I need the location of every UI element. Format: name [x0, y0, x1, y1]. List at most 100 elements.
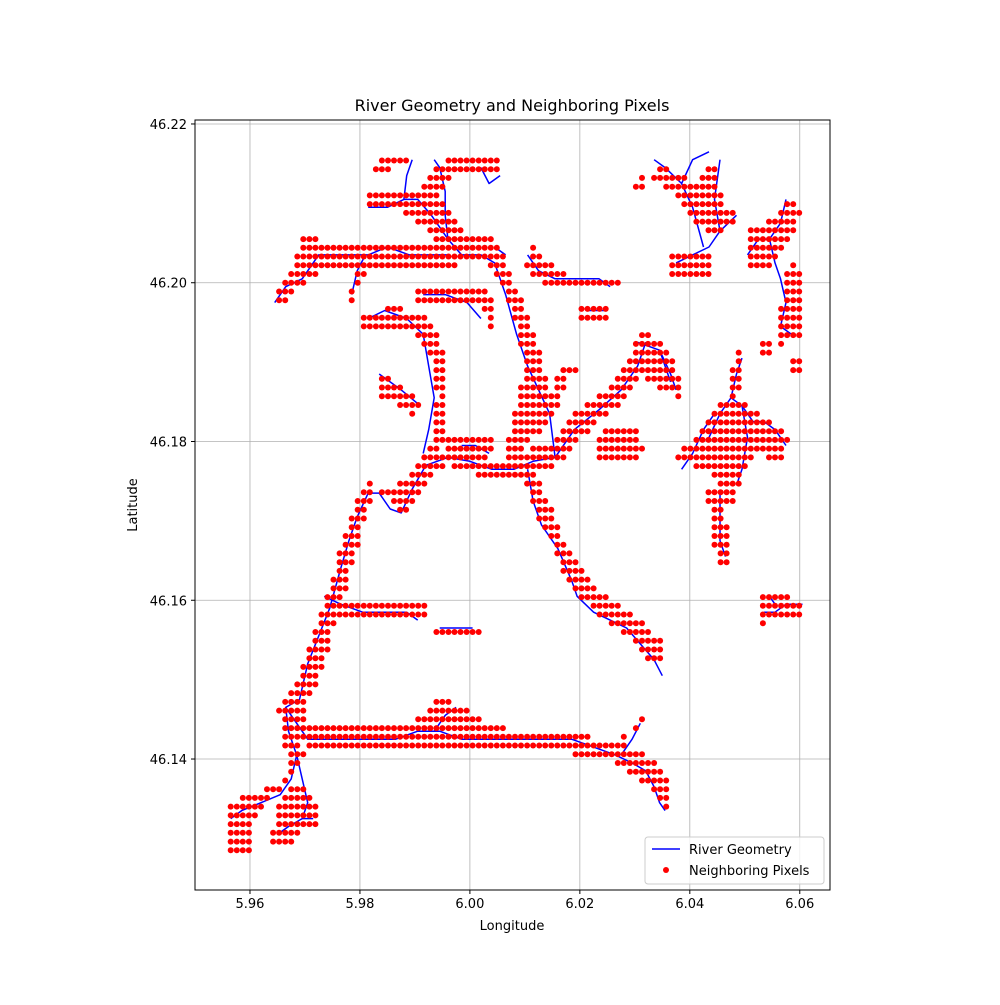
- neighboring-pixel-point: [651, 760, 658, 766]
- neighboring-pixel-point: [608, 384, 615, 391]
- neighboring-pixel-point: [620, 384, 627, 391]
- neighboring-pixel-point: [282, 821, 289, 828]
- neighboring-pixel-point: [735, 436, 742, 443]
- neighboring-pixel-point: [560, 742, 567, 749]
- neighboring-pixel-point: [524, 262, 531, 269]
- neighboring-pixel-point: [336, 559, 343, 566]
- neighboring-pixel-point: [445, 253, 452, 260]
- neighboring-pixel-point: [421, 218, 428, 225]
- neighboring-pixel-point: [784, 436, 791, 443]
- neighboring-pixel-point: [391, 201, 397, 208]
- neighboring-pixel-point: [778, 340, 785, 347]
- neighboring-pixel-point: [626, 358, 633, 365]
- neighboring-pixel-point: [348, 611, 355, 618]
- neighboring-pixel-point: [687, 183, 694, 190]
- neighboring-pixel-point: [790, 288, 797, 295]
- neighboring-pixel-point: [626, 751, 633, 758]
- neighboring-pixel-point: [348, 602, 355, 609]
- neighboring-pixel-point: [300, 786, 307, 793]
- neighboring-pixel-point: [778, 305, 785, 312]
- neighboring-pixel-point: [378, 314, 385, 321]
- neighboring-pixel-point: [457, 463, 464, 470]
- neighboring-pixel-point: [481, 733, 488, 740]
- neighboring-pixel-point: [560, 271, 567, 277]
- neighboring-pixel-point: [784, 218, 791, 225]
- neighboring-pixel-point: [385, 384, 391, 391]
- neighboring-pixel-point: [239, 821, 246, 828]
- neighboring-pixel-point: [372, 611, 379, 618]
- neighboring-pixel-point: [626, 445, 633, 452]
- neighboring-pixel-point: [578, 576, 585, 583]
- neighboring-pixel-point: [227, 803, 234, 810]
- neighboring-pixel-point: [717, 559, 724, 566]
- neighboring-pixel-point: [554, 271, 561, 277]
- neighboring-pixel-point: [427, 218, 434, 225]
- neighboring-pixel-point: [759, 419, 766, 426]
- neighboring-pixel-point: [415, 611, 422, 618]
- neighboring-pixel-point: [427, 707, 434, 714]
- neighboring-pixel-point: [518, 332, 524, 339]
- neighboring-pixel-point: [560, 279, 567, 286]
- neighboring-pixel-point: [778, 227, 785, 234]
- neighboring-pixel-point: [681, 445, 688, 452]
- neighboring-pixel-point: [487, 725, 494, 732]
- neighboring-pixel-point: [717, 550, 724, 557]
- neighboring-pixel-point: [639, 174, 645, 181]
- neighboring-pixel-point: [421, 725, 428, 732]
- neighboring-pixel-point: [548, 445, 555, 452]
- neighboring-pixel-point: [397, 733, 404, 740]
- neighboring-pixel-point: [524, 349, 531, 356]
- neighboring-pixel-point: [560, 428, 567, 435]
- neighboring-pixel-point: [778, 611, 785, 618]
- neighboring-pixel-point: [626, 428, 633, 435]
- neighboring-pixel-point: [324, 244, 331, 251]
- neighboring-pixel-point: [753, 410, 760, 417]
- neighboring-pixel-point: [620, 436, 627, 443]
- neighboring-pixel-point: [530, 271, 537, 277]
- neighboring-pixel-point: [318, 262, 325, 269]
- neighboring-pixel-point: [481, 157, 488, 164]
- neighboring-pixel-point: [711, 201, 718, 208]
- neighboring-pixel-point: [620, 375, 627, 382]
- neighboring-pixel-point: [512, 733, 518, 740]
- neighboring-pixel-point: [524, 419, 531, 426]
- neighboring-pixel-point: [657, 375, 664, 382]
- neighboring-pixel-point: [584, 428, 591, 435]
- neighboring-pixel-point: [729, 384, 736, 391]
- neighboring-pixel-point: [294, 794, 301, 801]
- neighboring-pixel-point: [487, 244, 494, 251]
- neighboring-pixel-point: [427, 454, 434, 461]
- neighboring-pixel-point: [530, 733, 537, 740]
- neighboring-pixel-point: [451, 629, 458, 635]
- neighboring-pixel-point: [288, 725, 295, 732]
- neighboring-pixel-point: [439, 183, 446, 190]
- neighboring-pixel-point: [566, 279, 573, 286]
- neighboring-pixel-point: [385, 602, 391, 609]
- neighboring-pixel-point: [312, 655, 319, 662]
- neighboring-pixel-point: [233, 838, 240, 845]
- neighboring-pixel-point: [451, 218, 458, 225]
- neighboring-pixel-point: [300, 262, 307, 269]
- neighboring-pixel-point: [772, 244, 778, 251]
- neighboring-pixel-point: [505, 733, 512, 740]
- neighboring-pixel-point: [632, 725, 639, 732]
- neighboring-pixel-point: [711, 533, 718, 539]
- neighboring-pixel-point: [578, 751, 585, 758]
- neighboring-pixel-point: [330, 253, 337, 260]
- neighboring-pixel-point: [433, 349, 440, 356]
- neighboring-pixel-point: [421, 733, 428, 740]
- neighboring-pixel-point: [717, 463, 724, 470]
- neighboring-pixel-point: [342, 576, 349, 583]
- neighboring-pixel-point: [578, 594, 585, 601]
- neighboring-pixel-point: [566, 367, 573, 374]
- neighboring-pixel-point: [372, 725, 379, 732]
- neighboring-pixel-point: [499, 742, 506, 749]
- neighboring-pixel-point: [354, 725, 361, 732]
- neighboring-pixel-point: [366, 602, 373, 609]
- neighboring-pixel-point: [409, 471, 416, 478]
- neighboring-pixel-point: [300, 725, 307, 732]
- neighboring-pixel-point: [614, 445, 621, 452]
- neighboring-pixel-point: [372, 602, 379, 609]
- neighboring-pixel-point: [723, 419, 730, 426]
- neighboring-pixel-point: [475, 297, 482, 304]
